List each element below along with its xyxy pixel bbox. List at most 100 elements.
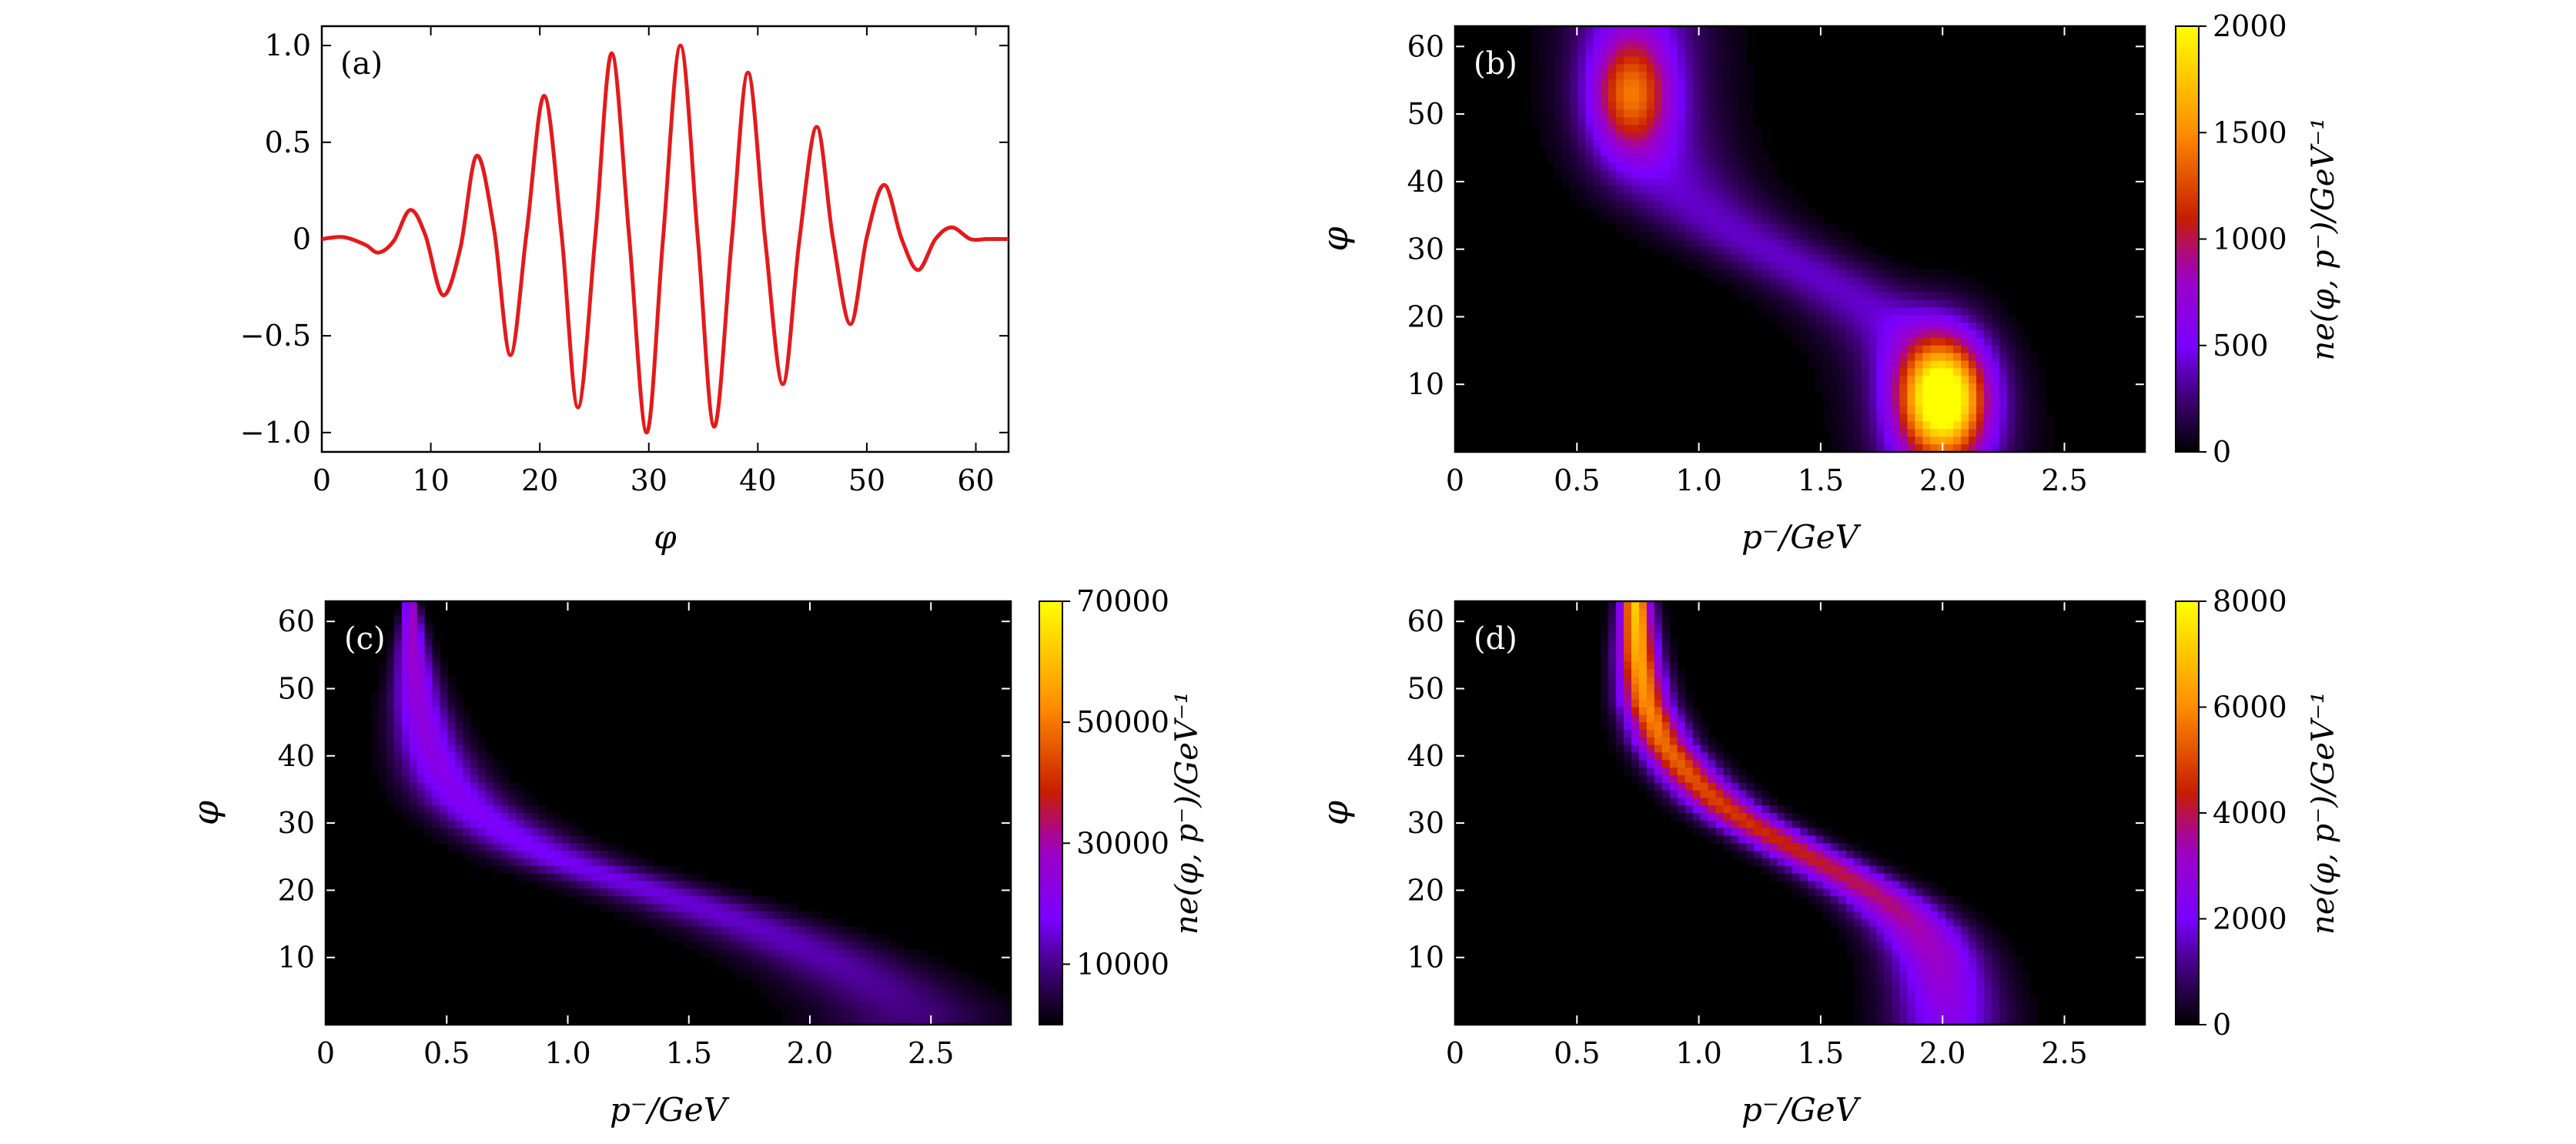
heatmap-cell [1700, 737, 1709, 746]
heatmap-cell [645, 918, 654, 928]
heatmap-cell [409, 820, 418, 829]
heatmap-cell [440, 782, 449, 791]
heatmap-cell [1930, 934, 1939, 942]
heatmap-cell [1692, 109, 1701, 119]
heatmap-cell [1777, 843, 1785, 851]
heatmap-cell [1969, 972, 1977, 980]
heatmap-cell [698, 948, 708, 958]
heatmap-cell [1861, 299, 1870, 309]
heatmap-cell [1807, 299, 1816, 309]
heatmap-cell [1684, 254, 1694, 263]
heatmap-cell [440, 760, 449, 768]
heatmap-cell [927, 1002, 935, 1011]
heatmap-cell [1822, 851, 1832, 859]
heatmap-cell [1661, 669, 1671, 678]
heatmap-cell [1654, 56, 1663, 65]
heatmap-cell [1815, 843, 1824, 851]
heatmap-cell [1761, 820, 1770, 829]
heatmap-cell [1761, 170, 1770, 179]
heatmap-cell [1661, 186, 1671, 195]
heatmap-cell [828, 964, 837, 973]
heatmap-cell [1677, 684, 1686, 693]
heatmap-cell [1616, 677, 1624, 685]
heatmap-cell [1638, 216, 1648, 225]
heatmap-cell [1907, 323, 1916, 331]
heatmap-cell [1807, 216, 1816, 225]
heatmap-cell [455, 805, 463, 814]
heatmap-cell [1723, 178, 1732, 187]
heatmap-cell [577, 881, 586, 890]
heatmap-cell [1638, 774, 1648, 784]
heatmap-cell [1899, 979, 1909, 988]
heatmap-cell [858, 941, 867, 950]
heatmap-cell [1700, 760, 1709, 768]
heatmap-cell [706, 948, 715, 958]
heatmap-cell [2006, 391, 2016, 400]
heatmap-cell [942, 1002, 951, 1011]
heatmap-cell [614, 851, 624, 859]
heatmap-cell [820, 964, 829, 973]
heatmap-cell [470, 858, 479, 867]
heatmap-cell [1777, 865, 1785, 875]
heatmap-cell [759, 896, 768, 905]
heatmap-cell [2037, 437, 2046, 445]
heatmap-cell [949, 979, 958, 988]
heatmap-cell [1624, 744, 1632, 754]
heatmap-cell [424, 774, 433, 784]
heatmap-cell [1684, 56, 1694, 65]
heatmap-cell [1899, 986, 1909, 995]
heatmap-cell [1830, 360, 1839, 370]
heatmap-cell [1838, 835, 1847, 845]
heatmap-cell [417, 722, 426, 731]
heatmap-cell [1654, 774, 1663, 784]
heatmap-cell [1661, 56, 1671, 65]
heatmap-cell [1677, 768, 1686, 776]
heatmap-cell [1677, 109, 1686, 119]
heatmap-cell [1769, 239, 1778, 248]
heatmap-cell [1830, 406, 1839, 415]
heatmap-cell [668, 865, 677, 875]
heatmap-cell [790, 911, 798, 920]
heatmap-cell [1853, 896, 1862, 905]
x-tick-label: 1.5 [1798, 463, 1844, 497]
x-tick-label: 0 [1446, 463, 1464, 497]
heatmap-cell [1723, 276, 1732, 286]
heatmap-cell [1661, 49, 1671, 58]
heatmap-cell [470, 737, 479, 746]
heatmap-cell [1593, 193, 1601, 202]
heatmap-cell [980, 1009, 989, 1018]
heatmap-cell [1999, 315, 2008, 323]
heatmap-cell [1777, 299, 1785, 309]
heatmap-cell [759, 926, 768, 935]
heatmap-cell [561, 828, 570, 837]
heatmap-cell [1661, 737, 1671, 746]
heatmap-cell [714, 903, 723, 912]
heatmap-cell [401, 768, 410, 776]
heatmap-cell [417, 805, 426, 814]
heatmap-cell [1731, 41, 1740, 50]
heatmap-cell [1570, 79, 1579, 88]
heatmap-cell [1754, 132, 1763, 141]
heatmap-cell [1661, 162, 1671, 172]
heatmap-cell [1792, 843, 1801, 851]
heatmap-cell [1669, 148, 1678, 156]
heatmap-cell [1822, 276, 1832, 286]
heatmap-cell [1684, 805, 1694, 814]
heatmap-cell [1669, 94, 1678, 103]
heatmap-cell [409, 790, 418, 799]
heatmap-cell [1800, 323, 1808, 331]
heatmap-cell [440, 722, 449, 731]
heatmap-cell [1991, 926, 2000, 935]
heatmap-cell [1838, 406, 1847, 415]
panel-label: (d) [1474, 621, 1517, 657]
heatmap-cell [1777, 193, 1785, 202]
heatmap-cell [1654, 239, 1663, 248]
heatmap-cell [858, 926, 867, 935]
heatmap-cell [1654, 684, 1663, 693]
heatmap-cell [538, 858, 547, 867]
heatmap-cell [531, 820, 540, 829]
heatmap-cell [1723, 760, 1732, 768]
heatmap-cell [1907, 1009, 1916, 1018]
heatmap-cell [394, 631, 403, 640]
